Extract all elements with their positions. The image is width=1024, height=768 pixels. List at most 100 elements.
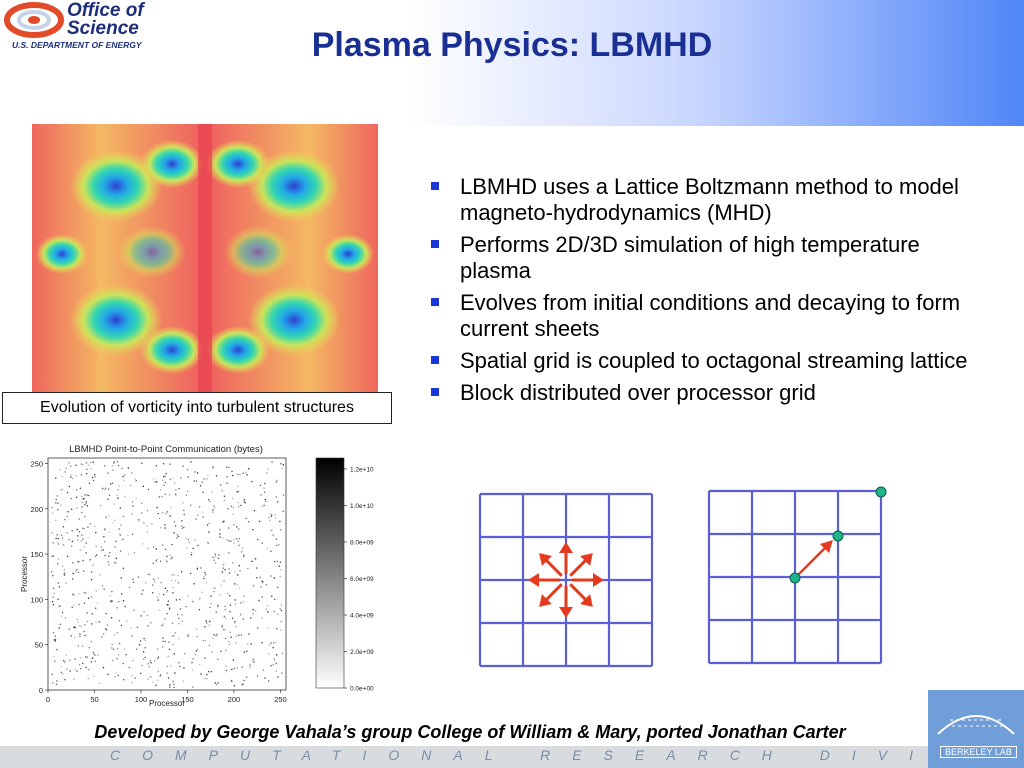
comm-dot (66, 491, 69, 494)
comm-dot (121, 467, 123, 469)
comm-dot (60, 666, 62, 668)
comm-dot (103, 587, 105, 590)
comm-dot (68, 538, 70, 541)
comm-dot (222, 521, 224, 523)
comm-dot (240, 634, 243, 636)
comm-dot (162, 479, 164, 481)
comm-dot (146, 614, 148, 617)
comm-dot (73, 604, 75, 607)
comm-dot (270, 513, 272, 516)
comm-dot (225, 637, 227, 640)
comm-dot (109, 595, 111, 597)
comm-dot (236, 667, 238, 669)
comm-dot (171, 477, 173, 480)
comm-dot (233, 667, 235, 669)
comm-dot (169, 463, 171, 465)
comm-dot (113, 519, 116, 521)
comm-dot (56, 495, 58, 497)
comm-dot (189, 572, 192, 575)
comm-dot (241, 684, 243, 686)
comm-dot (275, 538, 278, 540)
comm-dot (268, 653, 270, 655)
comm-dot (58, 627, 60, 629)
comm-dot (206, 678, 208, 680)
comm-dot (102, 487, 104, 490)
comm-dot (71, 540, 73, 542)
comm-dot (131, 681, 133, 684)
comm-dot (201, 481, 203, 483)
comm-dot (236, 584, 238, 586)
comm-dot (67, 511, 69, 513)
comm-dot (176, 534, 178, 536)
comm-dot (107, 472, 109, 474)
comm-dot (122, 600, 125, 602)
comm-dot (124, 495, 126, 498)
comm-dot (164, 640, 166, 643)
comm-dot (240, 504, 242, 507)
comm-dot (131, 513, 133, 515)
bullet-item: Block distributed over processor grid (430, 380, 990, 406)
comm-dot (197, 544, 199, 547)
comm-dot (63, 573, 65, 575)
comm-dot (233, 539, 235, 541)
comm-dot (270, 575, 272, 577)
comm-dot (66, 532, 68, 534)
comm-dot (66, 668, 68, 670)
comm-dot (226, 476, 228, 478)
comm-dot (135, 497, 137, 499)
comm-dot (64, 519, 66, 521)
comm-dot (141, 462, 143, 464)
comm-dot (231, 668, 233, 671)
comm-dot (74, 637, 76, 639)
comm-dot (175, 494, 177, 496)
comm-dot (148, 666, 150, 668)
comm-dot (86, 612, 88, 614)
comm-dot (118, 485, 120, 487)
comm-dot (152, 592, 154, 594)
comm-dot (213, 587, 215, 589)
comm-dot (143, 651, 145, 653)
comm-dot (228, 640, 230, 643)
comm-dot (196, 628, 198, 630)
comm-dot (195, 650, 198, 652)
bullet-item: Spatial grid is coupled to octagonal str… (430, 348, 990, 374)
comm-dot (203, 577, 205, 580)
comm-dot (272, 664, 274, 666)
comm-dot (181, 620, 184, 622)
comm-dot (279, 608, 281, 610)
comm-dot (173, 574, 175, 576)
comm-dot (157, 599, 159, 601)
comm-dot (52, 655, 55, 658)
comm-dot (171, 574, 173, 576)
logo-line-2: Science (67, 18, 139, 39)
comm-dot (219, 533, 221, 535)
comm-dot (196, 635, 198, 638)
comm-dot (119, 507, 121, 509)
comm-dot (147, 547, 149, 549)
comm-dot (245, 517, 247, 520)
comm-dot (111, 600, 114, 602)
comm-dot (82, 560, 84, 562)
comm-dot (72, 593, 74, 595)
comm-dot (165, 591, 168, 593)
comm-dot (204, 678, 206, 680)
comm-dot (238, 528, 240, 530)
x-ticks: 0 50 100 150 200 250 (46, 690, 287, 704)
comm-dot (100, 549, 103, 552)
comm-dot (282, 510, 284, 512)
comm-dot (108, 531, 111, 533)
comm-dot (157, 577, 159, 579)
comm-dot (143, 637, 145, 640)
comm-dot (88, 494, 90, 497)
comm-dot (235, 642, 237, 644)
comm-dot (155, 560, 157, 562)
comm-dot (127, 467, 129, 469)
comm-dot (173, 634, 175, 637)
comm-dot (124, 474, 126, 476)
comm-dot (214, 553, 216, 555)
comm-dot (162, 637, 164, 639)
comm-dot (152, 681, 154, 683)
comm-dot (108, 555, 110, 557)
comm-dot (54, 635, 56, 637)
comm-dot (131, 501, 134, 503)
